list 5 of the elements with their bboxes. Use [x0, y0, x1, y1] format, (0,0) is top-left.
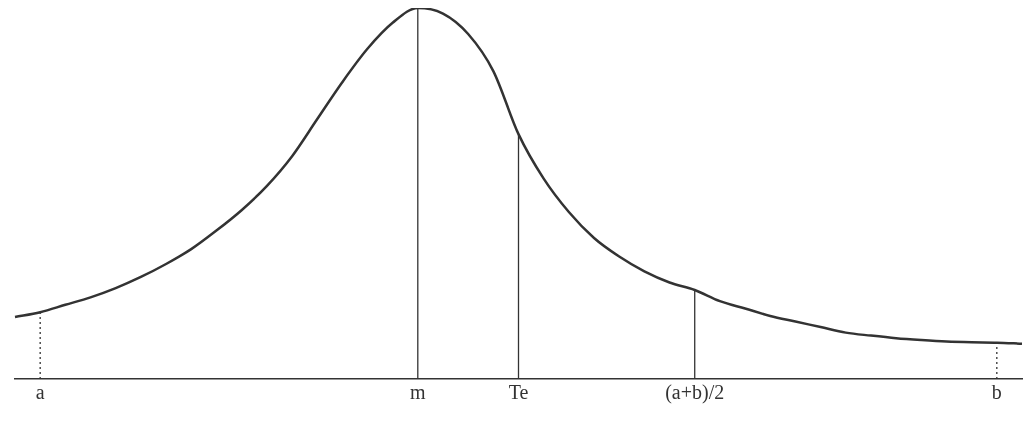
x-tick-label: (a+b)/2 — [665, 381, 725, 405]
x-tick-label: Te — [508, 381, 529, 404]
x-tick-label: m — [410, 381, 427, 404]
x-tick-label: b — [991, 381, 1002, 404]
x-tick-label: a — [35, 381, 45, 404]
